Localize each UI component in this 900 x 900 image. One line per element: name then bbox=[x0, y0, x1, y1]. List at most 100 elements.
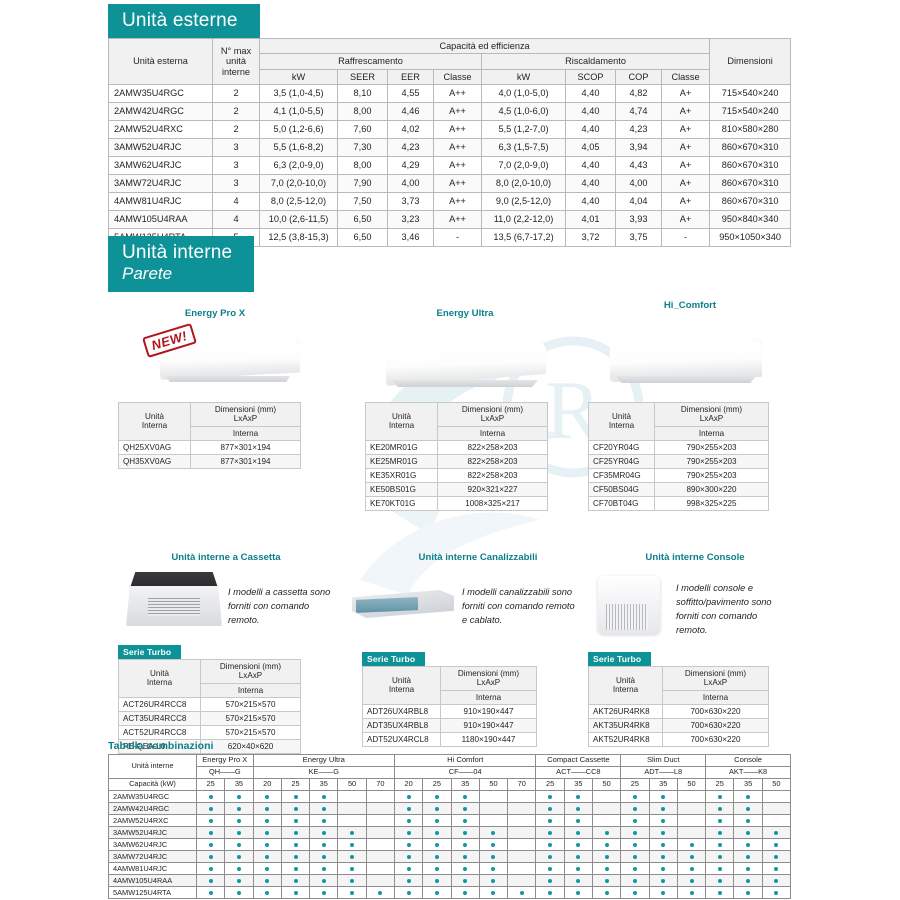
compatible-dot-icon bbox=[208, 831, 213, 836]
combination-cell bbox=[224, 838, 254, 851]
indoor-unit-dimensions: 570×215×570 bbox=[200, 724, 301, 740]
outdoor-cell: 860×670×310 bbox=[709, 155, 792, 175]
compatible-dot-icon bbox=[321, 795, 326, 800]
combination-cell bbox=[761, 850, 792, 863]
combination-cell bbox=[224, 850, 254, 863]
dimensions-table-canalizzabili: Unità Interna Dimensioni (mm) LxAxP Inte… bbox=[362, 666, 537, 747]
compatible-dot-icon bbox=[746, 867, 751, 872]
combination-cell bbox=[705, 874, 735, 887]
section-title-indoor: Unità interne bbox=[122, 242, 233, 263]
combination-cell bbox=[422, 850, 452, 863]
outdoor-cell: A+ bbox=[660, 83, 711, 103]
table-row: ADT35UX4RBL8 910×190×447 bbox=[362, 717, 537, 733]
outdoor-cell: 3 bbox=[212, 137, 260, 157]
combination-model: 3AMW52U4RJC bbox=[108, 826, 197, 839]
compatible-dot-icon bbox=[661, 819, 666, 824]
compatible-dot-icon bbox=[632, 819, 637, 824]
combination-cell bbox=[705, 790, 735, 803]
combination-cell bbox=[620, 862, 650, 875]
dimensions-table-console: Unità Interna Dimensioni (mm) LxAxP Inte… bbox=[588, 666, 769, 747]
combination-cell bbox=[648, 886, 678, 899]
combination-cell bbox=[337, 874, 367, 887]
table-row: 4AMW105U4RAA bbox=[108, 874, 792, 887]
indoor-unit-code: CF20YR04G bbox=[588, 439, 655, 455]
outdoor-unit-code: 3AMW72U4RJC bbox=[108, 173, 213, 193]
combination-cell bbox=[478, 874, 509, 887]
indoor-unit-dimensions: 570×215×570 bbox=[200, 696, 301, 712]
th-group-code-4: ADT——L8 bbox=[620, 766, 707, 779]
combination-cell bbox=[450, 886, 480, 899]
compatible-dot-icon bbox=[632, 891, 637, 896]
product-title-console: Unità interne Console bbox=[645, 552, 745, 563]
outdoor-cell: 10,0 (2,6-11,5) bbox=[259, 209, 338, 229]
table-row: CF35MR04G 790×255×203 bbox=[588, 467, 769, 483]
th-dims-l1: Dimensioni (mm) bbox=[461, 405, 524, 414]
table-row: KE20MR01G 822×258×203 bbox=[365, 439, 548, 455]
combination-cell bbox=[365, 802, 396, 815]
combination-cell bbox=[478, 838, 509, 851]
combination-model: 2AMW35U4RGC bbox=[108, 790, 197, 803]
th-capacity-efficiency: Capacità ed efficienza bbox=[258, 37, 711, 55]
outdoor-cell: 3,94 bbox=[615, 137, 662, 157]
outdoor-cell: 4,40 bbox=[565, 155, 616, 175]
combination-cell bbox=[648, 802, 678, 815]
combination-cell bbox=[733, 790, 763, 803]
combination-cell bbox=[591, 886, 622, 899]
outdoor-cell: A++ bbox=[433, 137, 482, 157]
th-unit-l2: Interna bbox=[612, 685, 639, 695]
combination-cell bbox=[252, 850, 282, 863]
compatible-dot-icon bbox=[434, 843, 439, 848]
outdoor-cell: 4,1 (1,0-5,5) bbox=[259, 101, 338, 121]
combination-table: Unità interne Energy Pro X Energy Ultra Hi … bbox=[108, 754, 792, 899]
combination-cell bbox=[450, 862, 480, 875]
compatible-dot-icon bbox=[632, 855, 637, 860]
combination-cell bbox=[648, 826, 678, 839]
outdoor-cell: 4,29 bbox=[387, 155, 434, 175]
outdoor-unit-code: 2AMW52U4RXC bbox=[108, 119, 213, 139]
combination-cell bbox=[563, 826, 594, 839]
compatible-dot-icon bbox=[378, 891, 383, 896]
table-row: AKT52UR4RK8 700×630×220 bbox=[588, 731, 769, 747]
outdoor-unit-code: 3AMW62U4RJC bbox=[108, 155, 213, 175]
compatible-dot-icon bbox=[350, 867, 355, 872]
combination-cell bbox=[478, 886, 509, 899]
combination-cell bbox=[648, 814, 678, 827]
th-unit-interna: Unità Interna bbox=[362, 666, 441, 705]
th-dims-l2: LxAxP bbox=[238, 671, 263, 681]
indoor-unit-dimensions: 822×258×203 bbox=[437, 439, 548, 455]
combination-cell bbox=[620, 874, 650, 887]
compatible-dot-icon bbox=[463, 891, 468, 896]
compatible-dot-icon bbox=[236, 879, 241, 884]
compatible-dot-icon bbox=[689, 843, 694, 848]
th-dims: Dimensioni (mm) LxAxP bbox=[440, 666, 537, 691]
combination-cell bbox=[365, 826, 396, 839]
th-unit-l1: Unità bbox=[145, 412, 164, 422]
outdoor-cell: 4,04 bbox=[615, 191, 662, 211]
combination-cell bbox=[224, 886, 254, 899]
compatible-dot-icon bbox=[576, 831, 581, 836]
combination-cell bbox=[252, 790, 282, 803]
compatible-dot-icon bbox=[774, 843, 779, 848]
table-row: 3AMW52U4RJC 3 5,5 (1,6-8,2) 7,30 4,23 A++ 6,3 … bbox=[108, 137, 792, 157]
combination-cell bbox=[365, 790, 396, 803]
th-cop: COP bbox=[615, 68, 662, 85]
th-dims-l2: LxAxP bbox=[703, 678, 728, 688]
outdoor-cell: 4,40 bbox=[565, 173, 616, 193]
th-heating-kw: kW bbox=[481, 68, 566, 85]
combination-cell bbox=[422, 886, 452, 899]
th-capacity: 25 bbox=[705, 778, 735, 791]
combination-cell bbox=[535, 862, 565, 875]
compatible-dot-icon bbox=[406, 819, 411, 824]
combination-cell bbox=[478, 850, 509, 863]
combination-cell bbox=[733, 826, 763, 839]
product-image-console bbox=[592, 572, 670, 638]
combination-cell bbox=[195, 838, 226, 851]
section-subtitle-indoor: Parete bbox=[122, 263, 173, 283]
th-dims: Dimensioni (mm) LxAxP bbox=[190, 402, 301, 427]
compatible-dot-icon bbox=[434, 795, 439, 800]
outdoor-cell: A+ bbox=[660, 173, 711, 193]
table-row: 3AMW72U4RJC bbox=[108, 850, 792, 863]
outdoor-cell: - bbox=[433, 227, 482, 247]
compatible-dot-icon bbox=[717, 819, 722, 824]
combination-cell bbox=[422, 838, 452, 851]
